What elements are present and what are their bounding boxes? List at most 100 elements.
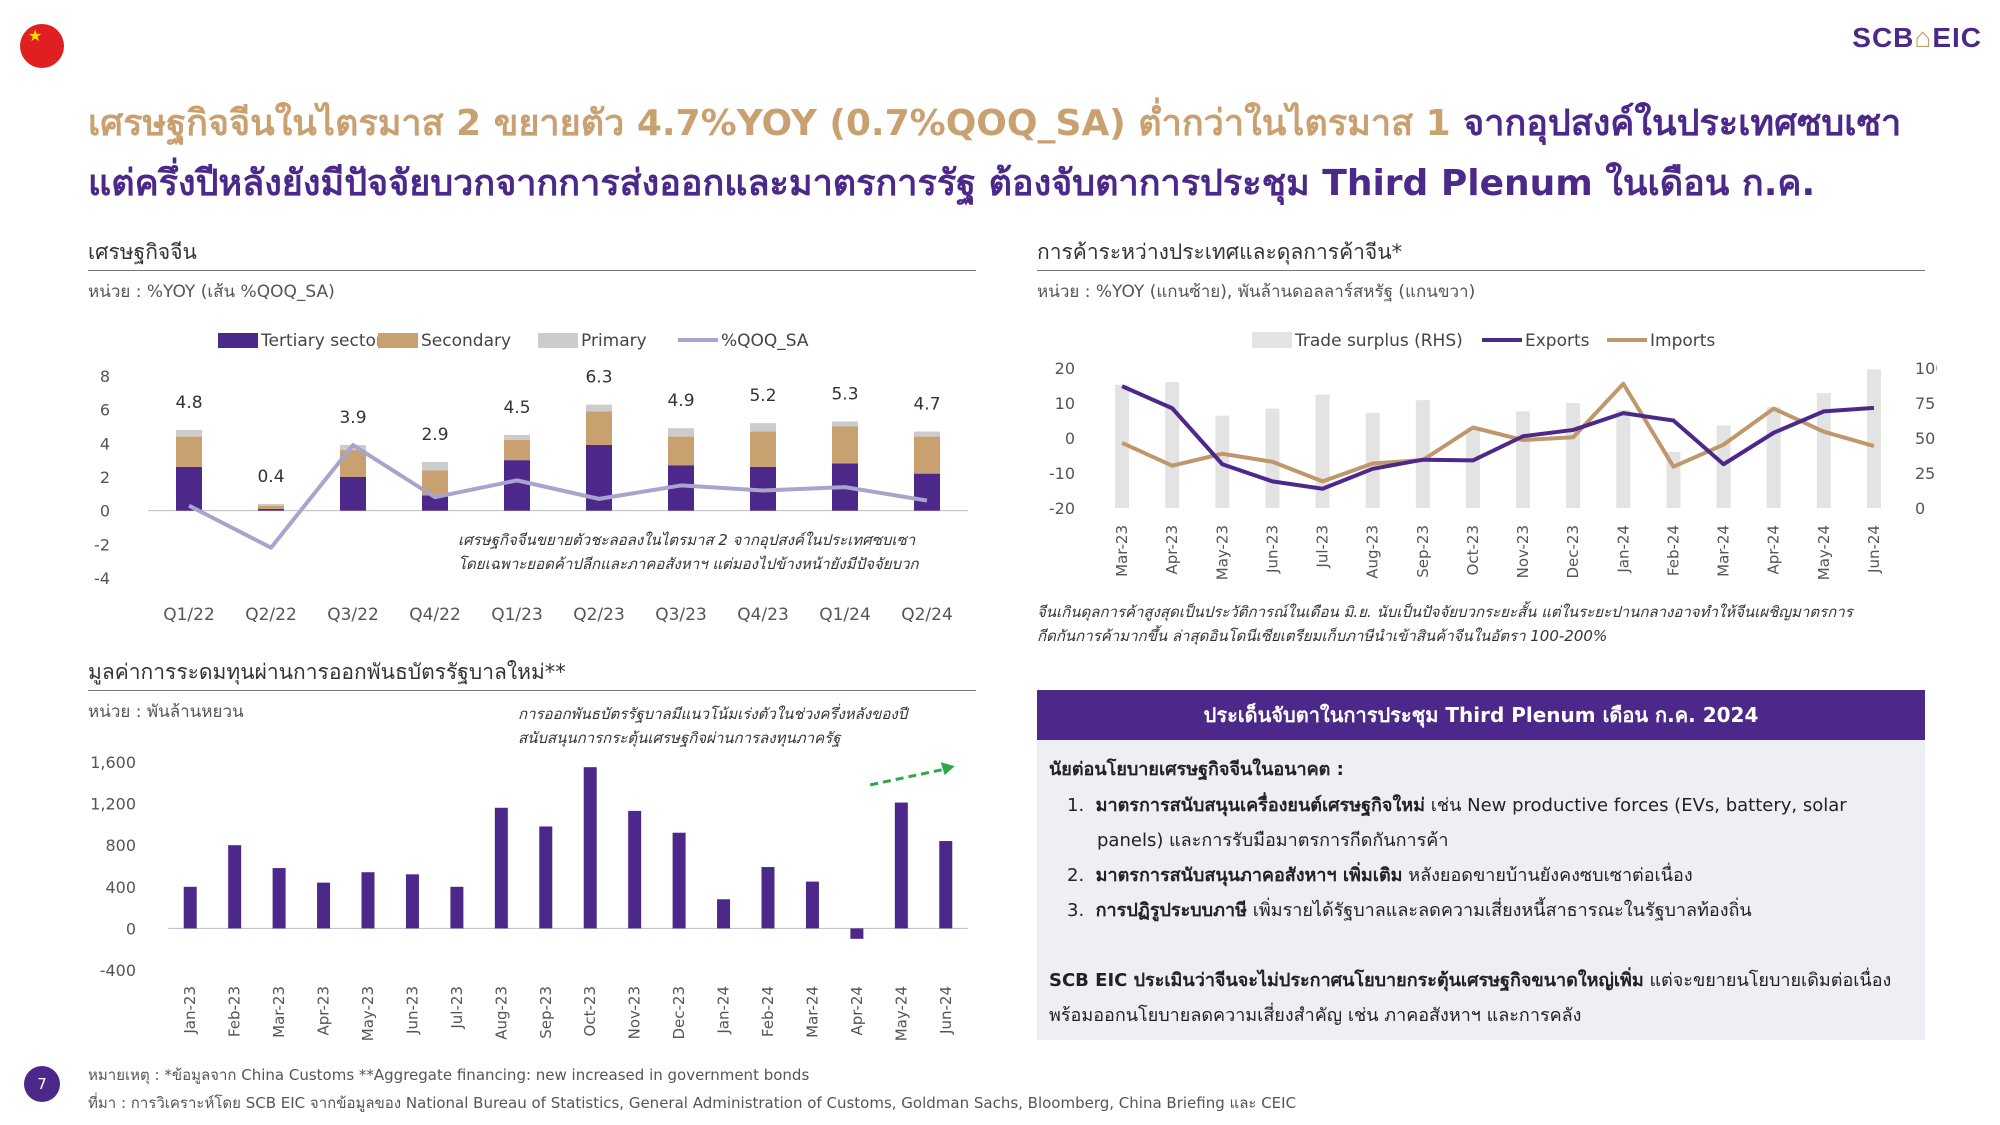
plenum-conclusion-bold: SCB EIC ประเมินว่าจีนจะไม่ประกาศนโยบายกร… [1049, 970, 1644, 991]
trade-surplus-bar [1115, 384, 1130, 508]
trade-unit: หน่วย : %YOY (แกนซ้าย), พันล้านดอลลาร์สห… [1037, 282, 1476, 302]
logo-text: SCB [1852, 22, 1915, 53]
gdp-bar-segment [422, 461, 448, 471]
plenum-item-2-num: 2. [1067, 865, 1085, 886]
trade-left-y-tick: -10 [1049, 464, 1075, 483]
plenum-item-1-rest: เช่น New productive forces (EVs, battery… [1430, 795, 1847, 816]
trade-x-tick: Jun-23 [1263, 525, 1281, 574]
gdp-total-label: 5.2 [749, 386, 776, 406]
gdp-total-label: 5.3 [831, 384, 858, 404]
gdp-total-label: 4.9 [667, 391, 694, 411]
bond-chart-axis: 1,600 1,200 800 400 0 -400 Jan-23 Feb-23 Mar-23 A… [90, 753, 968, 1041]
trade-surplus-bar [1365, 412, 1380, 508]
plenum-conclusion-rest: แต่จะขยายนโยบายเดิมต่อเนื่อง [1649, 970, 1892, 991]
gdp-bar-segment [504, 439, 530, 461]
trade-surplus-bar [1766, 407, 1781, 508]
bond-x-tick: Mar-23 [270, 986, 288, 1038]
bond-bar [939, 841, 953, 929]
bond-x-tick: Feb-23 [226, 986, 244, 1037]
trade-surplus-bar [1566, 403, 1581, 508]
trade-exports-line [1121, 384, 1875, 491]
gdp-bar-segment [914, 473, 940, 511]
gdp-total-label: 4.7 [913, 395, 940, 415]
gdp-x-tick: Q3/22 [327, 605, 379, 625]
trade-note-line-2: กีดกันการค้ามากขึ้น ล่าสุดอินโดนีเซียเตร… [1037, 627, 1608, 645]
bond-bar [317, 882, 331, 929]
plenum-box-body: นัยต่อนโยบายเศรษฐกิจจีนในอนาคต : 1. มาตร… [1037, 740, 1925, 1040]
bond-section-title: มูลค่าการระดมทุนผ่านการออกพันธบัตรรัฐบาล… [88, 660, 566, 684]
trade-right-y-tick: 0 [1915, 499, 1925, 518]
bond-x-tick: Jun-23 [403, 986, 421, 1035]
gdp-note: เศรษฐกิจจีนขยายตัวชะลอลงในไตรมาส 2 จากอุ… [458, 528, 919, 576]
gdp-total-label: 6.3 [585, 368, 612, 388]
bond-y-tick: 0 [126, 919, 136, 938]
gdp-bar-segment [504, 460, 530, 511]
bond-x-tick: Apr-24 [848, 986, 866, 1036]
gdp-bar-segment [832, 421, 858, 427]
plenum-item-2: 2. มาตรการสนับสนุนภาคอสังหาฯ เพิ่มเติม ห… [1067, 860, 1693, 889]
gdp-y-tick: -2 [94, 535, 110, 554]
bond-x-tick: May-24 [892, 986, 910, 1041]
gdp-y-tick: 0 [100, 502, 110, 521]
gdp-section-title: เศรษฐกิจจีน [88, 240, 197, 264]
bond-x-tick: Jun-24 [937, 986, 955, 1035]
gdp-bar-segment [750, 423, 776, 432]
bond-bar [361, 872, 375, 929]
gdp-bar-segment [258, 503, 284, 506]
bond-y-tick: 1,600 [90, 753, 136, 772]
gdp-bar-segment [422, 495, 448, 511]
footer-remark: หมายเหตุ : *ข้อมูลจาก China Customs **Ag… [88, 1066, 810, 1084]
gdp-y-tick: 6 [100, 401, 110, 420]
bond-bar [272, 868, 286, 929]
bond-y-tick: -400 [100, 961, 136, 980]
bond-bar [850, 928, 864, 939]
trade-x-tick: Apr-24 [1765, 525, 1783, 575]
trade-right-y-tick: 75 [1915, 394, 1935, 413]
plenum-item-3-rest: เพิ่มรายได้รัฐบาลและลดความเสี่ยงหนี้สาธา… [1252, 900, 1752, 921]
bond-x-tick: Mar-24 [803, 986, 821, 1038]
bond-bar [228, 845, 242, 929]
plenum-item-3-num: 3. [1067, 900, 1085, 921]
plenum-item-1-bold: มาตรการสนับสนุนเครื่องยนต์เศรษฐกิจใหม่ [1095, 795, 1425, 816]
trade-x-tick: May-23 [1213, 525, 1231, 580]
bond-note-line-2: สนับสนุนการกระตุ้นเศรษฐกิจผ่านการลงทุนภา… [518, 729, 841, 747]
trade-surplus-bar [1315, 394, 1330, 508]
bond-x-tick: Apr-23 [315, 986, 333, 1036]
bond-x-tick: Nov-23 [626, 986, 644, 1039]
bond-x-tick: May-23 [359, 986, 377, 1041]
headline-line-2: แต่ครึ่งปีหลังยังมีปัจจัยบวกจากการส่งออก… [88, 163, 1816, 204]
plenum-conclusion-cont: พร้อมออกนโยบายลดความเสี่ยงสำคัญ เช่น ภาค… [1049, 1005, 1582, 1026]
bond-unit: หน่วย : พันล้านหยวน [88, 702, 244, 722]
bond-trend-arrow-icon [869, 762, 955, 787]
scb-eic-logo: SCB⌂EIC [1852, 22, 1982, 54]
plenum-item-1: 1. มาตรการสนับสนุนเครื่องยนต์เศรษฐกิจใหม… [1067, 790, 1847, 819]
plenum-conclusion: SCB EIC ประเมินว่าจีนจะไม่ประกาศนโยบายกร… [1049, 965, 1891, 994]
gdp-bar-segment [504, 434, 530, 440]
gdp-x-tick: Q1/24 [819, 605, 871, 625]
trade-legend-label: Trade surplus (RHS) [1294, 331, 1463, 351]
gdp-bar-segment [176, 436, 202, 467]
trade-chart: Trade surplus (RHS) Exports Imports 20100-… [1049, 331, 1937, 580]
trade-surplus-bar [1265, 408, 1280, 508]
bond-bar [494, 807, 508, 929]
trade-legend-label: Exports [1525, 331, 1590, 351]
bond-note: การออกพันธบัตรรัฐบาลมีแนวโน้มเร่งตัวในช่… [518, 702, 907, 750]
headline-part-1: เศรษฐกิจจีนในไตรมาส 2 ขยายตัว 4.7%YOY (0… [88, 103, 1451, 144]
bond-bar [672, 832, 686, 929]
trade-surplus-bar [1716, 425, 1731, 508]
flag-star-icon: ★ [28, 26, 43, 45]
trade-surplus-bar [1415, 400, 1430, 508]
gdp-bar-segment [914, 431, 940, 437]
bond-x-tick: Dec-23 [670, 986, 688, 1040]
trade-legend-swatch [1252, 332, 1292, 348]
trade-note: จีนเกินดุลการค้าสูงสุดเป็นประวัติการณ์ใน… [1037, 600, 1853, 648]
trade-x-tick: Sep-23 [1414, 525, 1432, 578]
gdp-unit: หน่วย : %YOY (เส้น %QOQ_SA) [88, 282, 335, 302]
bond-y-tick: 800 [105, 836, 136, 855]
gdp-y-tick: -4 [94, 569, 110, 588]
house-icon: ⌂ [1914, 22, 1933, 53]
bond-bar [717, 899, 731, 929]
bond-y-tick: 400 [105, 878, 136, 897]
plenum-item-2-bold: มาตรการสนับสนุนภาคอสังหาฯ เพิ่มเติม [1095, 865, 1403, 886]
bond-arrow-shaft [869, 767, 945, 787]
